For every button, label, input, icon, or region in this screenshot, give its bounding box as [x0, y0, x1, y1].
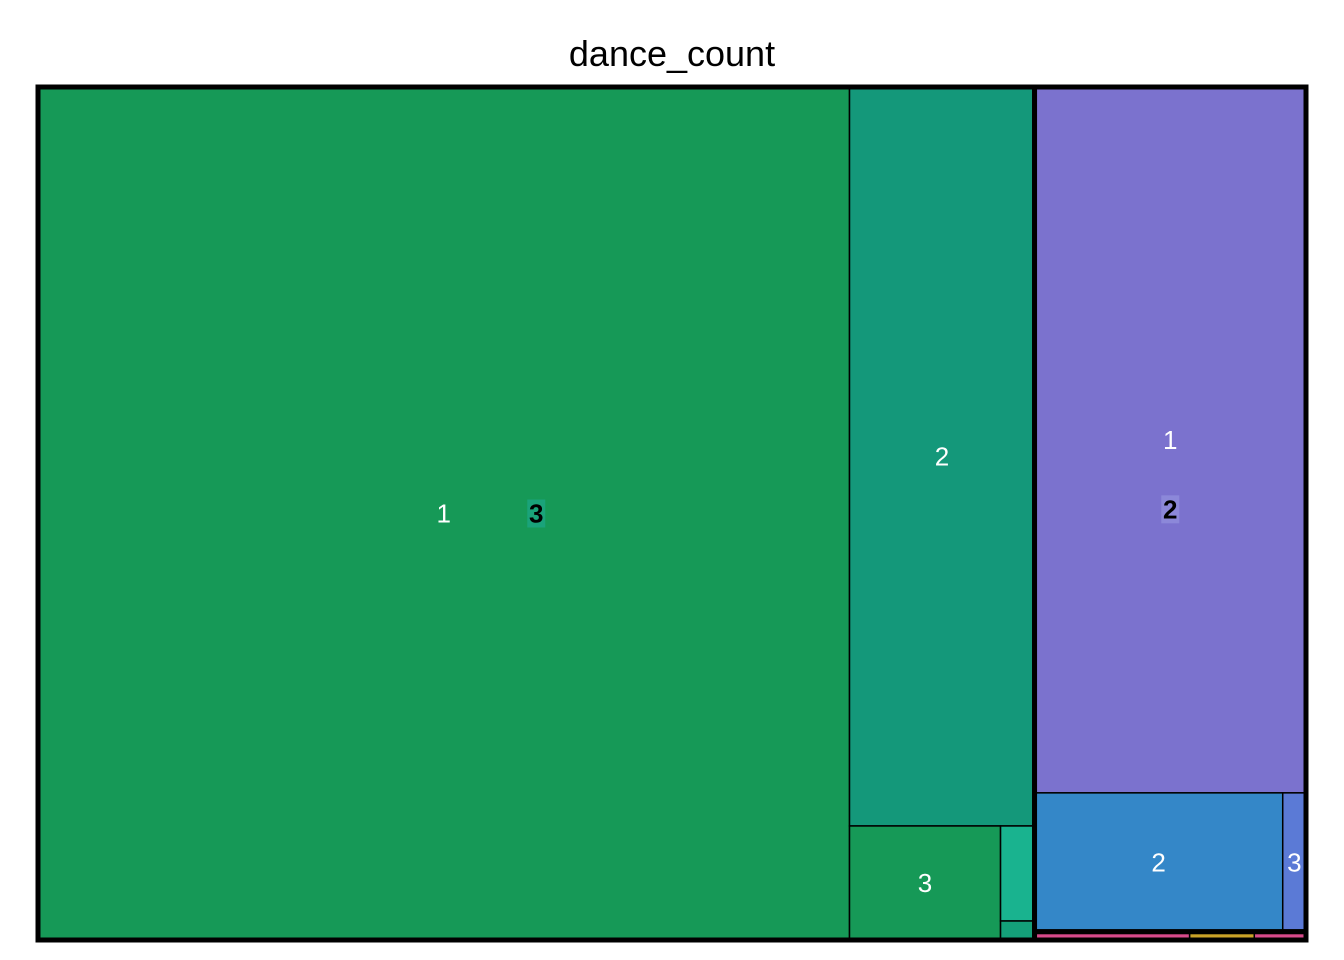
group-label: 3: [529, 499, 543, 529]
treemap-tile: [1033, 86, 1307, 794]
treemap-outer-border: [35, 84, 1309, 943]
tile-label: 1: [1163, 425, 1177, 455]
treemap-tile: [999, 920, 1036, 941]
treemap-tile: [999, 825, 1036, 922]
group-label-background: [527, 499, 546, 528]
chart-title: dance_count: [569, 33, 775, 74]
group-border-layer: [35, 84, 1309, 943]
group-label: 2: [1163, 494, 1177, 524]
tile-label: 3: [918, 868, 932, 898]
tile-label: 2: [1151, 847, 1165, 877]
tile-label: 2: [935, 441, 949, 471]
treemap-tile: [848, 825, 1002, 941]
group-label-background: [1161, 495, 1180, 524]
tiles-layer: 1 2 3 1 2 3: [37, 86, 1307, 941]
treemap-tile: [1033, 792, 1284, 933]
tile-label: 3: [1287, 847, 1301, 877]
treemap-tile: [37, 86, 851, 941]
tile-label: 1: [437, 499, 451, 529]
treemap-tile: [848, 86, 1036, 827]
